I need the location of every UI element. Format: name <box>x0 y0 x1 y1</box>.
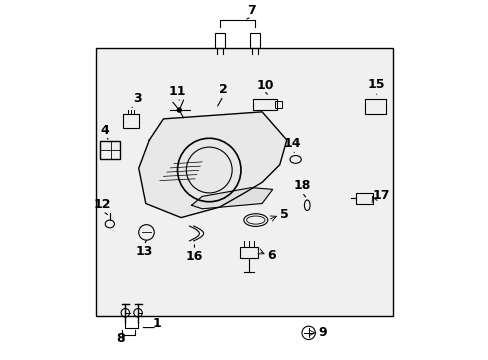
Text: 7: 7 <box>246 4 255 17</box>
Text: 11: 11 <box>168 85 186 98</box>
Text: 13: 13 <box>135 245 152 258</box>
Polygon shape <box>191 188 272 209</box>
Text: 5: 5 <box>279 208 288 221</box>
Bar <box>249 32 260 48</box>
Text: 10: 10 <box>256 80 274 93</box>
Bar <box>240 247 258 258</box>
Bar <box>252 99 276 110</box>
Text: 8: 8 <box>116 332 124 345</box>
Text: 18: 18 <box>293 179 310 192</box>
Circle shape <box>177 108 181 112</box>
Bar <box>122 114 139 128</box>
Bar <box>96 48 392 316</box>
Text: 15: 15 <box>367 78 385 91</box>
Text: 4: 4 <box>101 123 109 136</box>
Bar <box>100 141 120 159</box>
Text: 12: 12 <box>94 198 111 211</box>
Text: 6: 6 <box>267 249 275 262</box>
Text: 16: 16 <box>185 250 203 263</box>
Bar <box>275 101 281 108</box>
Bar <box>214 32 224 48</box>
Text: 1: 1 <box>152 317 161 330</box>
Text: 14: 14 <box>284 137 301 150</box>
Text: 17: 17 <box>371 189 389 202</box>
Text: 3: 3 <box>133 92 142 105</box>
Text: 2: 2 <box>219 83 227 96</box>
Bar <box>356 193 372 204</box>
Polygon shape <box>139 112 286 217</box>
Bar <box>365 99 385 114</box>
Text: 9: 9 <box>318 327 326 339</box>
